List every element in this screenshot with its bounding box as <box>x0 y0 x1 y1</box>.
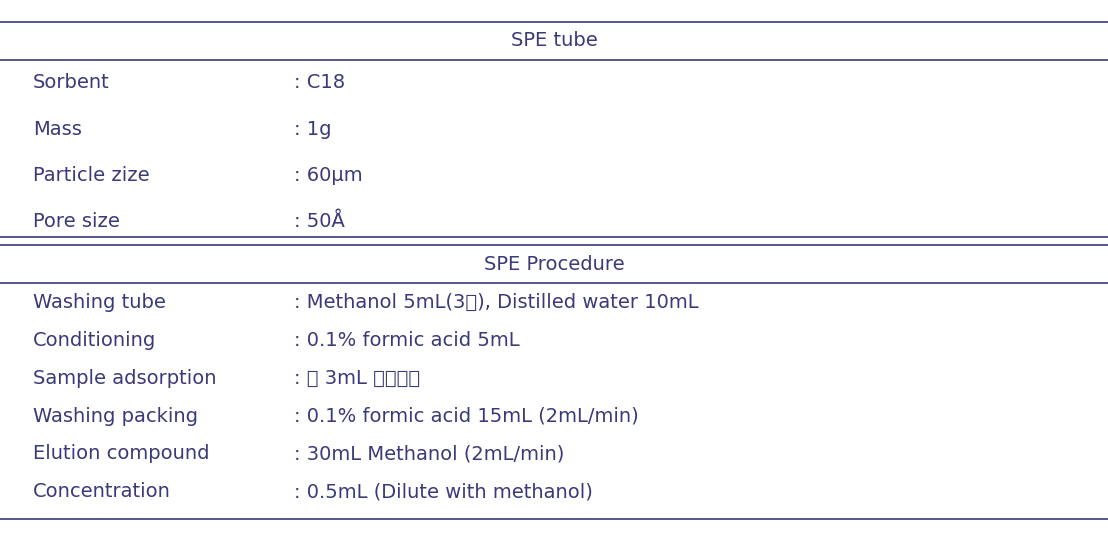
Text: Pore size: Pore size <box>33 213 120 232</box>
Text: : 0.1% formic acid 15mL (2mL/min): : 0.1% formic acid 15mL (2mL/min) <box>294 406 638 426</box>
Text: Mass: Mass <box>33 120 82 138</box>
Text: SPE tube: SPE tube <box>511 31 597 50</box>
Text: : 0.5mL (Dilute with methanol): : 0.5mL (Dilute with methanol) <box>294 483 593 502</box>
Text: : 50Å: : 50Å <box>294 213 345 232</box>
Text: : 1g: : 1g <box>294 120 331 138</box>
Text: Conditioning: Conditioning <box>33 331 156 349</box>
Text: Washing packing: Washing packing <box>33 406 198 426</box>
Text: Concentration: Concentration <box>33 483 171 502</box>
Text: Sorbent: Sorbent <box>33 73 110 93</box>
Text: Elution compound: Elution compound <box>33 445 209 464</box>
Text: : 0.1% formic acid 5mL: : 0.1% formic acid 5mL <box>294 331 520 349</box>
Text: : 30mL Methanol (2mL/min): : 30mL Methanol (2mL/min) <box>294 445 564 464</box>
Text: Washing tube: Washing tube <box>33 293 166 312</box>
Text: : 60μm: : 60μm <box>294 166 362 185</box>
Text: SPE Procedure: SPE Procedure <box>484 255 624 274</box>
Text: : Methanol 5mL(3회), Distilled water 10mL: : Methanol 5mL(3회), Distilled water 10mL <box>294 293 698 312</box>
Text: : 약 3mL 농축시료: : 약 3mL 농축시료 <box>294 368 420 387</box>
Text: Sample adsorption: Sample adsorption <box>33 368 217 387</box>
Text: : C18: : C18 <box>294 73 345 93</box>
Text: Particle zize: Particle zize <box>33 166 150 185</box>
